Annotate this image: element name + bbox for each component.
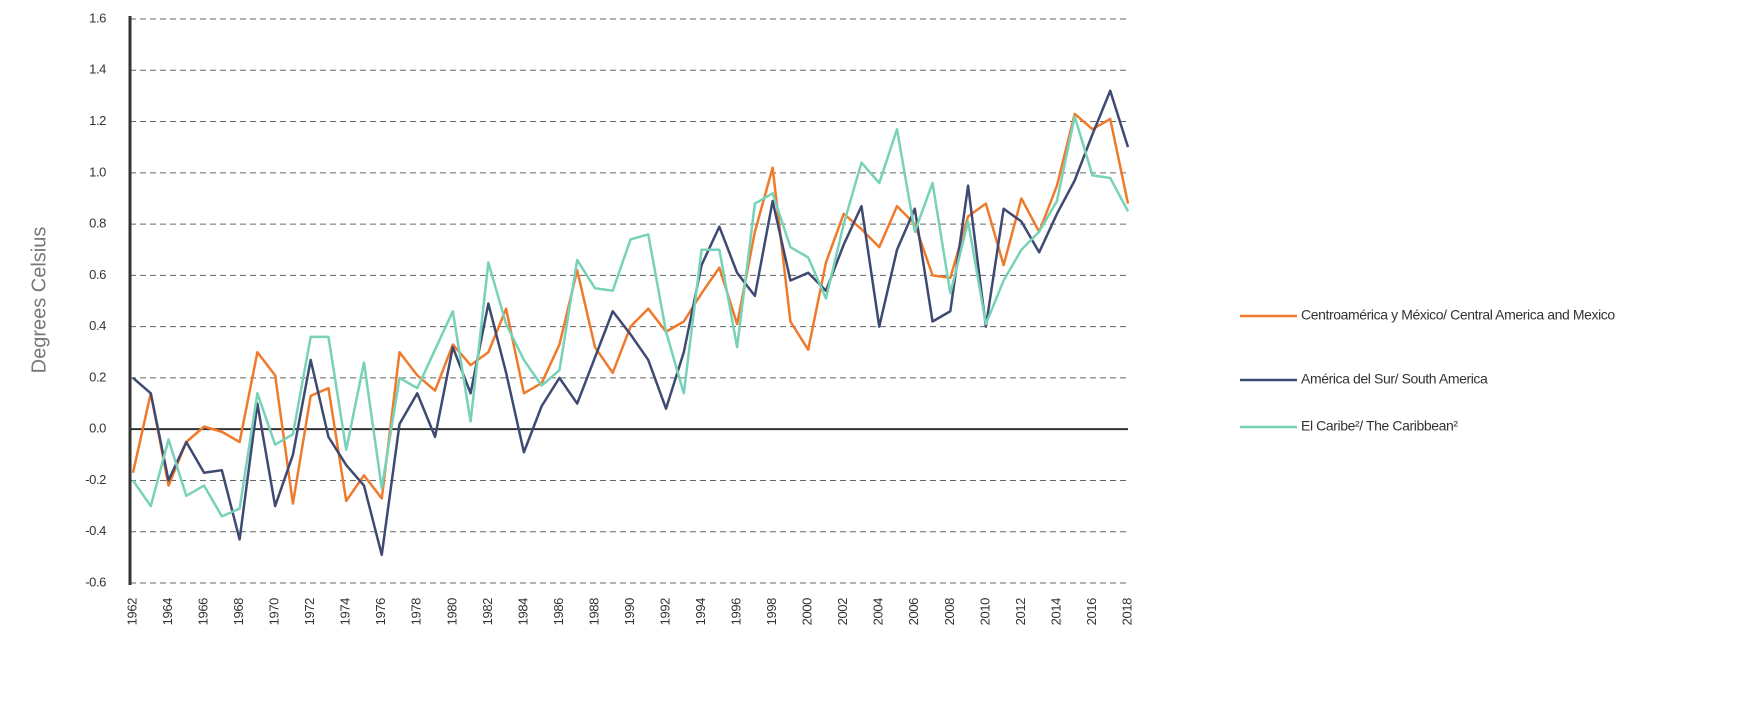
x-tick-label: 2014 bbox=[1048, 598, 1063, 625]
x-tick-label: 1986 bbox=[551, 598, 566, 625]
x-tick-label: 2010 bbox=[977, 598, 992, 625]
series-line bbox=[131, 115, 1130, 518]
y-tick-label: 1.0 bbox=[89, 164, 106, 179]
x-tick-label: 2004 bbox=[871, 598, 886, 625]
x-tick-label: 1966 bbox=[196, 598, 211, 625]
y-tick-label: 0.2 bbox=[89, 369, 106, 384]
series-line bbox=[131, 112, 1130, 505]
x-tick-label: 1994 bbox=[693, 598, 708, 625]
y-tick-label: 0.0 bbox=[89, 421, 106, 436]
legend-label: Centroamérica y México/ Central America … bbox=[1301, 307, 1615, 323]
x-tick-label: 1976 bbox=[373, 598, 388, 625]
y-tick-label: -0.2 bbox=[85, 472, 106, 487]
x-tick-label: 1992 bbox=[657, 598, 672, 625]
x-tick-label: 1968 bbox=[231, 598, 246, 625]
x-tick-label: 1984 bbox=[515, 598, 530, 625]
x-tick-label: 1996 bbox=[729, 598, 744, 625]
x-tick-label: 2002 bbox=[835, 598, 850, 625]
y-tick-label: -0.4 bbox=[85, 523, 106, 538]
x-tick-label: 1970 bbox=[267, 598, 282, 625]
y-tick-label: 1.6 bbox=[89, 10, 106, 25]
y-tick-label: 0.4 bbox=[89, 318, 106, 333]
legend-label: El Caribe²/ The Caribbean² bbox=[1301, 418, 1458, 434]
x-tick-label: 1988 bbox=[586, 598, 601, 625]
y-tick-label: 1.4 bbox=[89, 62, 106, 77]
x-tick-label: 1974 bbox=[338, 598, 353, 625]
x-tick-label: 1962 bbox=[124, 598, 139, 625]
y-tick-label: 1.2 bbox=[89, 113, 106, 128]
x-tick-label: 1982 bbox=[480, 598, 495, 625]
x-tick-label: 1998 bbox=[764, 598, 779, 625]
x-tick-label: 2008 bbox=[942, 598, 957, 625]
x-tick-label: 1978 bbox=[409, 598, 424, 625]
x-tick-label: 1972 bbox=[302, 598, 317, 625]
x-tick-label: 1990 bbox=[622, 598, 637, 625]
y-tick-label: -0.6 bbox=[85, 574, 106, 589]
x-tick-label: 1964 bbox=[160, 598, 175, 625]
x-tick-label: 1980 bbox=[444, 598, 459, 625]
x-tick-label: 2012 bbox=[1013, 598, 1028, 625]
x-tick-label: 2006 bbox=[906, 598, 921, 625]
x-tick-label: 2016 bbox=[1084, 598, 1099, 625]
series-line bbox=[132, 89, 1130, 557]
y-axis-label: Degrees Celsius bbox=[28, 227, 50, 374]
x-tick-label: 2018 bbox=[1119, 598, 1134, 625]
y-tick-label: 0.8 bbox=[89, 216, 106, 231]
y-tick-label: 0.6 bbox=[89, 267, 106, 282]
x-tick-label: 2000 bbox=[800, 598, 815, 625]
legend-label: América del Sur/ South America bbox=[1301, 371, 1488, 387]
